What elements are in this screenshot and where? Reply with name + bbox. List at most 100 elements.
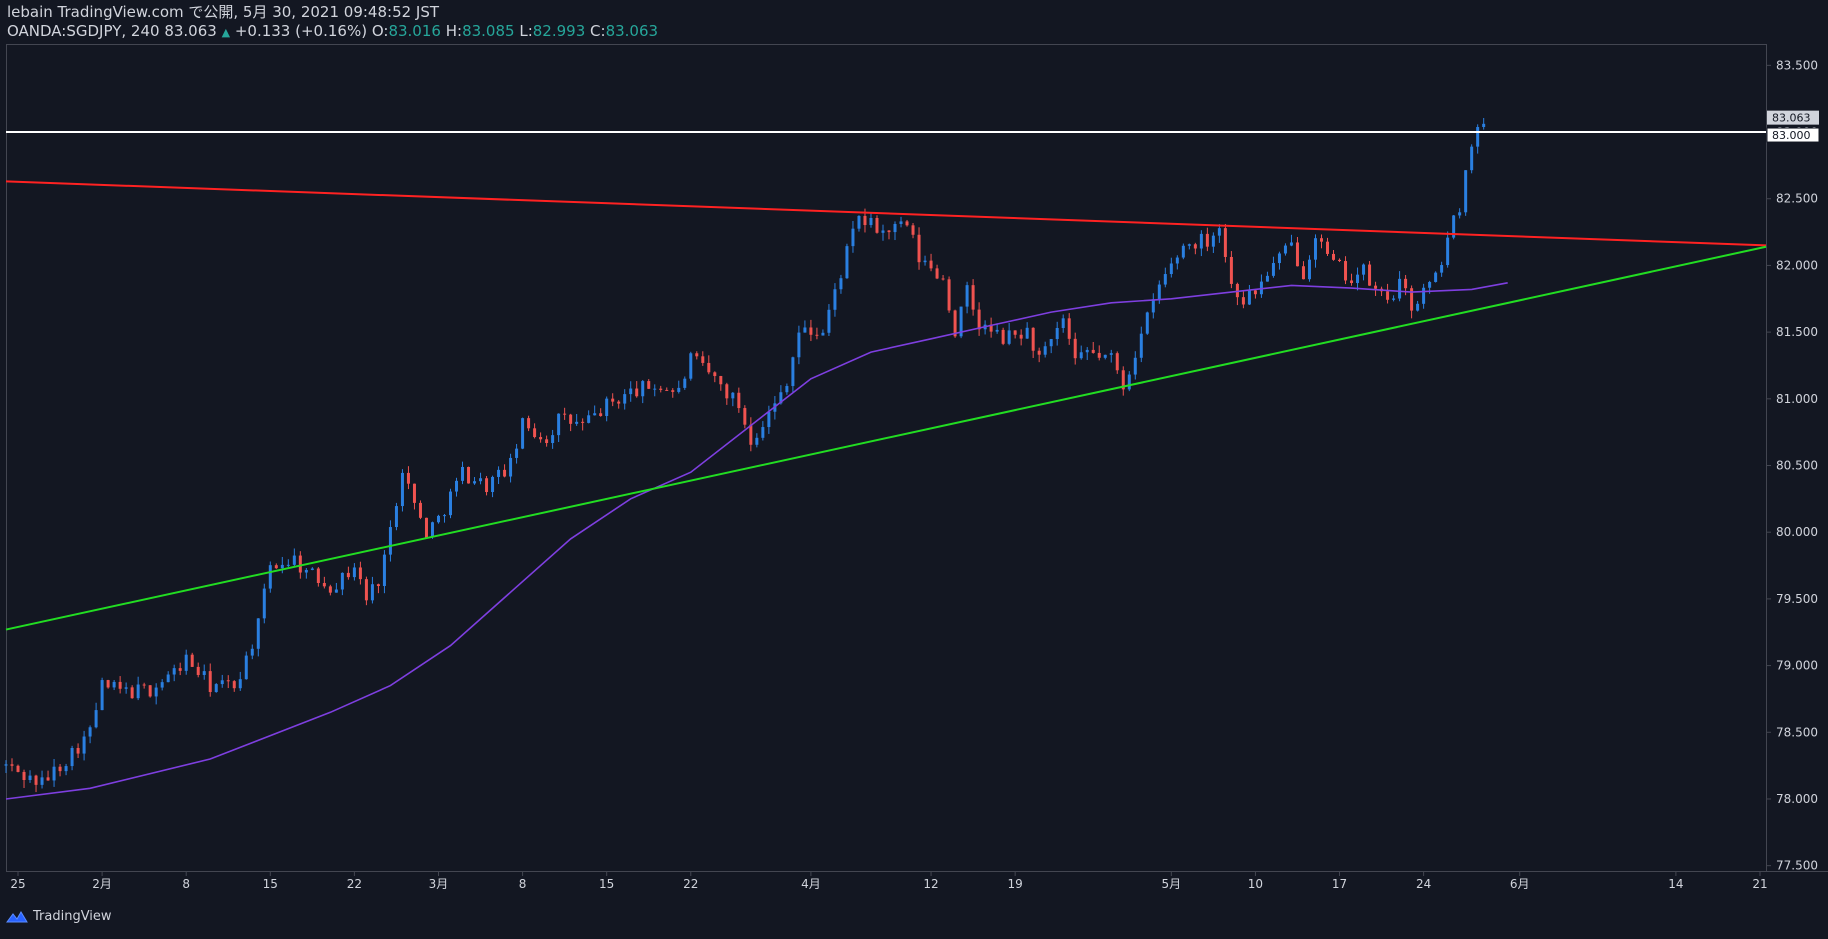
candle-body [130,687,134,699]
candle-body [1338,259,1342,262]
candle-body [557,413,561,436]
x-tick-label: 24 [1416,877,1431,891]
candle-body [593,413,597,416]
candle-body [286,564,290,566]
plot-frame [6,44,1767,872]
price-axis[interactable]: 77.500 78.000 78.500 79.000 79.500 80.000 80.5… [1766,58,1818,873]
candle-body [659,388,663,390]
x-tick-label: 6月 [1510,877,1530,891]
candle-body [989,324,993,332]
candle-body [857,215,861,229]
candle-body [1145,312,1149,334]
candle-body [1073,338,1077,359]
candle-body [28,775,32,781]
chart-header: lebain TradingView.com で公開, 5月 30, 2021 … [7,3,658,42]
x-tick-label: 21 [1752,877,1767,891]
candle-body [641,381,645,397]
candle-body [767,411,771,428]
candle-body [935,268,939,279]
x-tick-label: 3月 [429,877,449,891]
x-tick-label: 8 [182,877,190,891]
candle-body [400,472,404,507]
candle-body [905,221,909,226]
x-tick-label: 14 [1668,877,1683,891]
candle-body [442,515,446,517]
y-tick-label: 77.500 [1776,859,1818,873]
candle-body [16,765,20,772]
candle-body [1476,127,1480,147]
candle-body [46,777,50,781]
candle-body [941,278,945,280]
candle-body [208,671,212,693]
candle-body [737,392,741,409]
candle-body [605,398,609,417]
candle-body [1464,170,1468,213]
candle-body [695,353,699,357]
candle-body [178,668,182,671]
candle-body [1079,352,1083,359]
x-tick-label: 12 [923,877,938,891]
candle-body [1031,327,1035,351]
candle-body [1356,274,1360,284]
candle-body [1181,245,1185,258]
candle-body [202,671,206,675]
y-tick-label: 80.000 [1776,525,1818,539]
candle-body [1319,238,1323,242]
candle-body [569,414,573,424]
candle-body [1043,346,1047,355]
footer-brand: TradingView [33,909,112,924]
candle-body [1422,287,1426,304]
candle-body [370,584,374,601]
candle-body [521,418,525,449]
candle-body [1037,350,1041,355]
candle-body [418,502,422,518]
candle-body [683,378,687,388]
price-labels: 83.063 83.000 [1766,110,1820,143]
candle-body [1097,352,1101,358]
candle-body [1326,241,1330,254]
candle-body [316,568,320,583]
overlays-group [5,131,1767,800]
low-value: 82.993 [532,22,586,40]
candle-body [611,398,615,402]
candle-body [268,565,272,589]
candle-body [124,687,128,689]
y-tick-label: 78.500 [1776,725,1818,739]
candle-body [1187,244,1191,246]
hline-price-tag [1766,127,1820,143]
candle-body [346,572,350,578]
price-change: +0.133 (+0.16%) [234,22,368,40]
x-tick-label: 15 [263,877,278,891]
candle-body [364,579,368,601]
candle-body [899,221,903,224]
y-tick-label: 80.500 [1776,459,1818,473]
candle-body [1013,330,1017,335]
candle-body [388,527,392,555]
tradingview-logo-icon [6,910,28,922]
candle-body [965,285,969,307]
candle-body [815,334,819,336]
candle-body [1163,274,1167,285]
candle-body [725,384,729,399]
candle-body [1332,253,1336,260]
candle-body [1368,264,1372,286]
candle-body [136,684,140,699]
candle-body [70,747,74,767]
candle-body [142,684,146,686]
candle-body [64,766,68,772]
candle-body [82,736,86,754]
candle-body [256,618,260,649]
close-label: C: [590,22,606,40]
candle-body [869,217,873,226]
x-tick-label: 25 [10,877,25,891]
candle-body [412,483,416,503]
candle-body [1193,244,1197,249]
candle-body [929,260,933,269]
candle-body [671,390,675,392]
candle-body [515,448,519,458]
candle-body [376,584,380,587]
candle-body [1259,281,1263,295]
candle-body [172,668,176,675]
time-axis[interactable]: 25 2月 8 15 22 3月 8 15 22 4月 12 19 5月 10 17 24 6月 14 21 [10,871,1768,891]
